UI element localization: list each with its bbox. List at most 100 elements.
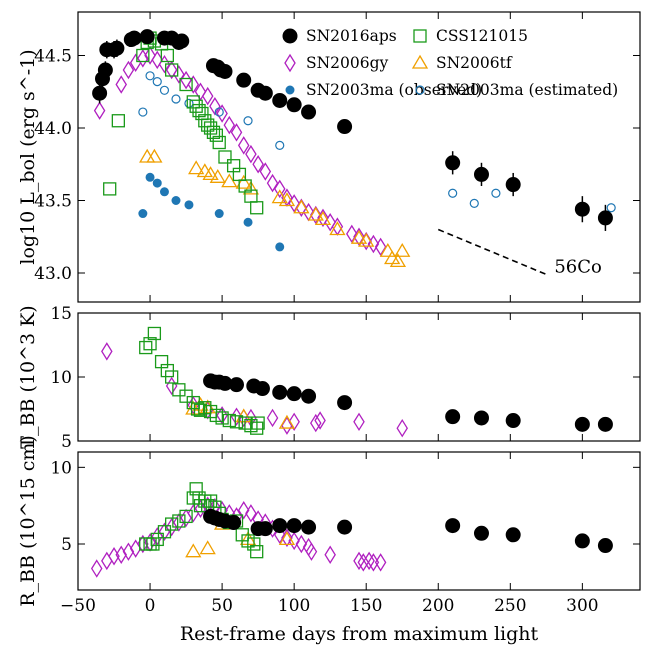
data-point [301,388,317,404]
data-point [190,402,205,416]
data-point [101,342,113,361]
data-point [574,533,590,549]
data-point [272,92,288,108]
data-point [473,410,489,426]
data-point [379,242,396,257]
legend-marker [415,85,425,95]
data-point [184,200,194,210]
series-sn2016aps [203,373,613,432]
data-point [152,76,162,87]
data-point [250,545,264,559]
legend-label: SN2006gy [306,54,389,72]
data-point [329,221,346,236]
legend-label: SN2003ma (observed) [306,81,482,99]
data-point [350,229,368,244]
data-point [165,370,179,384]
data-point [216,104,228,123]
data-point [136,48,150,63]
legend-label: SN2006tf [436,54,513,72]
data-point [237,136,250,155]
data-point [257,85,273,101]
data-point [199,540,216,555]
data-point [293,199,310,214]
y-tick-label-rbb: 10 [50,458,72,478]
y-tick-label-tbb: 5 [61,432,72,452]
data-point [448,188,458,198]
data-point [226,515,242,531]
data-point [606,203,616,213]
data-point [310,413,322,433]
data-point [171,94,181,104]
legend-marker [284,53,296,73]
data-point [337,119,353,135]
y-tick-label-tbb: 15 [50,304,72,324]
data-point [165,63,179,77]
data-point [281,528,293,548]
data-point [250,201,264,215]
legend-label: SN2016aps [306,27,397,45]
data-point [254,381,270,397]
data-point [137,49,149,68]
plot-area-tbb [101,326,613,438]
data-point [394,242,411,257]
x-tick-label: 300 [566,596,598,616]
y-tick-label-rbb: 5 [61,535,72,555]
data-point [126,30,142,46]
data-point [109,40,125,56]
data-point [278,192,296,207]
data-point [145,172,155,182]
panel-rbb: 5 10 −50 0 50 100 150 200 250 300 R_BB (10^15 cm) [17,435,641,616]
data-point [194,499,207,518]
data-point [159,85,170,95]
data-point [147,326,162,341]
data-point [505,177,521,193]
series-sn2006gy [90,496,387,578]
data-point [180,70,192,90]
data-point [212,135,226,150]
data-point [295,534,308,554]
data-point [250,421,264,435]
legend-label: CSS121015 [436,27,528,45]
data-point [337,519,353,535]
data-point [243,217,253,227]
data-point [179,509,193,524]
x-axis-label: Rest-frame days from maximum light [180,623,539,645]
x-tick-label: 150 [350,596,382,616]
data-point [324,545,336,564]
data-point [209,169,226,183]
series-sn2003ma-observed- [138,172,285,252]
data-point [286,386,302,402]
data-point [157,525,172,539]
data-point [374,553,387,572]
data-point [179,77,193,92]
data-point [150,532,164,547]
data-point [218,150,232,164]
data-point [159,187,169,197]
data-point [215,411,229,425]
data-point [171,196,181,205]
y-tick-label-tbb: 10 [50,368,72,388]
series-sn2006tf [139,148,411,268]
data-point [266,408,279,428]
data-point [201,86,214,106]
data-point [111,114,125,128]
cobalt-annotation: 56Co [554,256,602,277]
data-point [93,101,106,120]
data-point [90,559,103,578]
data-point [358,232,375,247]
data-point [301,104,317,120]
data-point [266,173,279,193]
data-point [202,166,219,181]
data-point [597,538,613,554]
cobalt-decay-line [437,228,547,276]
data-point [445,518,461,534]
data-point [445,155,461,171]
series-css121015 [139,482,264,559]
data-point [396,418,408,438]
data-point [146,537,160,551]
x-tick-label: 200 [422,596,454,616]
legend-marker [413,29,427,43]
data-point [310,205,322,225]
data-point [353,551,365,571]
